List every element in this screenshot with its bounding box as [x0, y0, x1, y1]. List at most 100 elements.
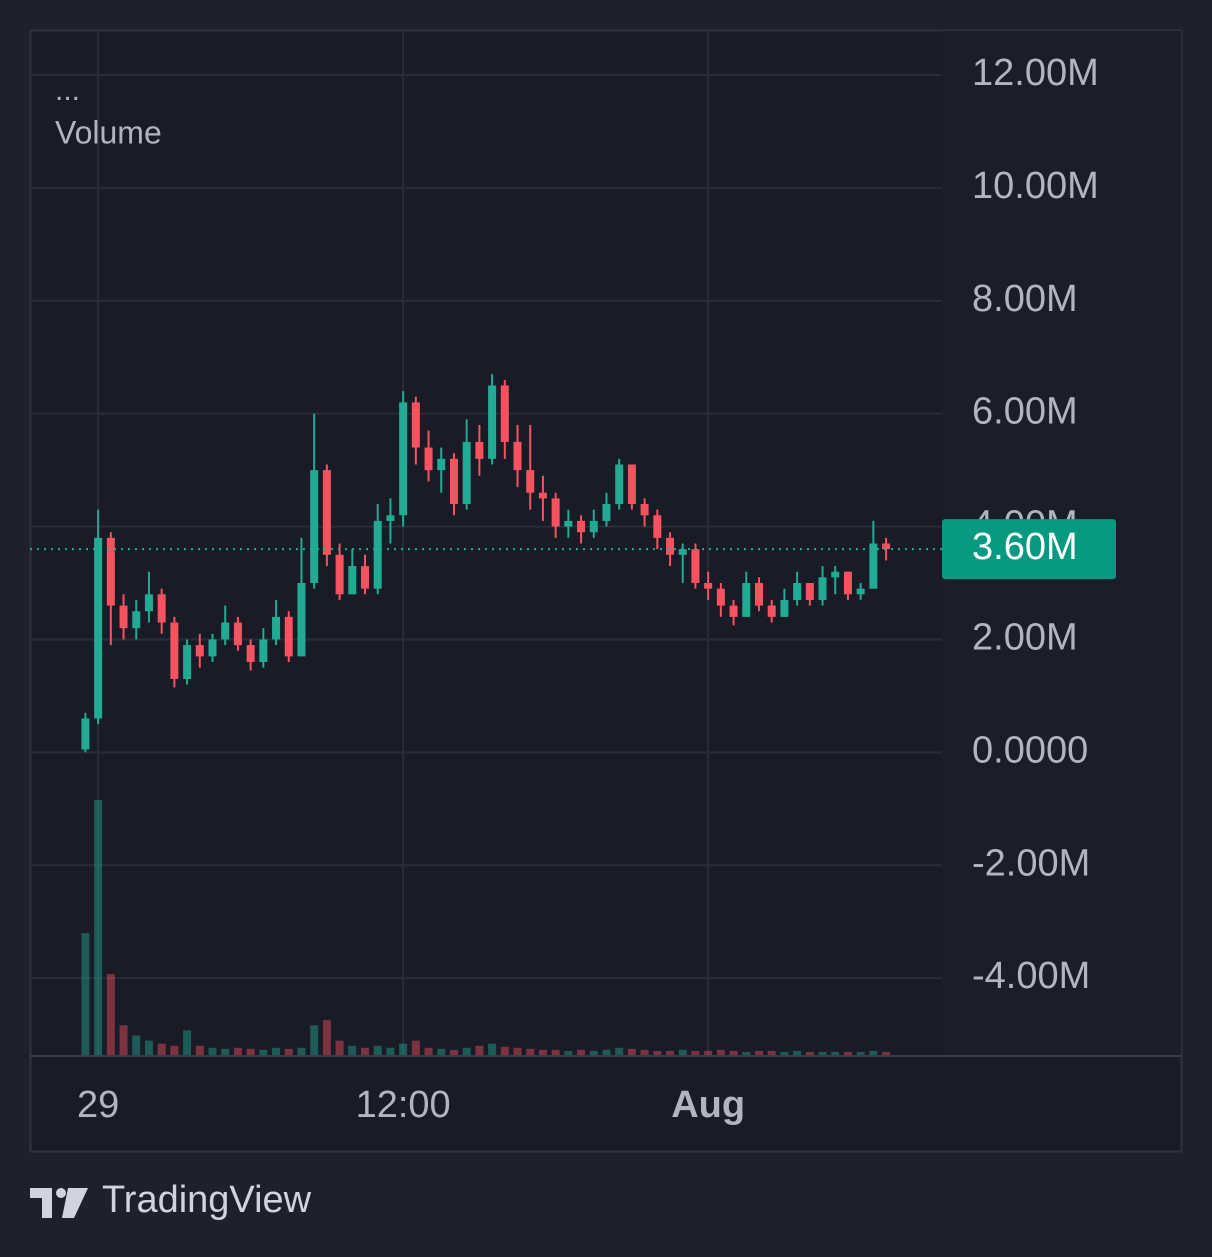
candle-body — [678, 549, 687, 555]
volume-bar — [526, 1048, 535, 1056]
candle-body — [157, 594, 166, 623]
candle-body — [856, 588, 865, 595]
volume-bar — [678, 1049, 687, 1056]
candle-body — [577, 520, 586, 533]
indicator-menu[interactable]: ... — [55, 74, 80, 107]
volume-bar — [348, 1045, 357, 1056]
y-tick-label: 2.00M — [972, 616, 1078, 658]
volume-bar — [805, 1051, 814, 1056]
candle-body — [208, 639, 217, 657]
volume-bar — [767, 1050, 776, 1056]
candle-body — [462, 441, 471, 504]
volume-bar — [81, 933, 90, 1056]
volume-bar — [640, 1049, 649, 1056]
volume-bar — [742, 1051, 751, 1056]
volume-bar — [856, 1051, 865, 1056]
candle-body — [869, 543, 878, 589]
candle-body — [640, 503, 649, 516]
candle-body — [106, 537, 115, 606]
candle-body — [81, 718, 90, 750]
volume-bar — [869, 1050, 878, 1056]
candle-body — [272, 616, 281, 640]
volume-pane — [81, 800, 891, 1056]
axes: 2912:00Aug-4.00M-2.00M0.00002.00M4.00M6.… — [30, 52, 1116, 1126]
candle-body — [754, 583, 763, 606]
x-tick-label: 12:00 — [356, 1084, 451, 1126]
y-tick-label: -2.00M — [972, 842, 1090, 884]
candle-body — [691, 549, 700, 584]
volume-bar — [615, 1047, 624, 1056]
volume-bar — [704, 1050, 713, 1056]
y-tick-label: 6.00M — [972, 391, 1078, 433]
volume-bar — [106, 974, 115, 1056]
volume-bar — [449, 1049, 458, 1056]
candle-body — [488, 385, 497, 459]
candle-body — [818, 577, 827, 600]
candle-body — [475, 441, 484, 459]
volume-bar — [195, 1045, 204, 1056]
candle-body — [310, 470, 319, 584]
y-tick-label: 10.00M — [972, 165, 1099, 207]
candle-body — [805, 583, 814, 600]
candle-body — [94, 537, 103, 719]
volume-bar — [221, 1048, 230, 1056]
volume-bar — [843, 1051, 852, 1056]
volume-bar — [691, 1050, 700, 1056]
candle-body — [335, 554, 344, 595]
candle-body — [602, 503, 611, 521]
volume-bar — [729, 1050, 738, 1056]
candle-body — [411, 402, 420, 448]
volume-bar — [475, 1045, 484, 1056]
volume-bar — [208, 1047, 217, 1056]
y-tick-label: 12.00M — [972, 52, 1099, 94]
volume-bar — [564, 1050, 573, 1056]
volume-bar — [780, 1051, 789, 1056]
candle-body — [233, 622, 242, 646]
volume-bar — [831, 1051, 840, 1056]
candle-body — [221, 622, 230, 640]
candle-body — [449, 458, 458, 504]
volume-bar — [284, 1048, 293, 1056]
volume-bar — [297, 1047, 306, 1056]
grid — [30, 31, 942, 1056]
candle-body — [615, 464, 624, 504]
candle-body — [348, 566, 357, 595]
volume-bar — [144, 1040, 153, 1056]
volume-bar — [119, 1025, 128, 1056]
candle-body — [513, 441, 522, 471]
volume-bar — [94, 800, 103, 1056]
volume-bar — [716, 1049, 725, 1056]
volume-bar — [170, 1045, 179, 1056]
volume-bar — [653, 1050, 662, 1056]
volume-bar — [793, 1050, 802, 1056]
candle-body — [526, 470, 535, 493]
candle-body — [259, 639, 268, 663]
volume-bar — [627, 1048, 636, 1056]
volume-bar — [373, 1045, 382, 1056]
candle-body — [284, 616, 293, 657]
x-tick-label: Aug — [671, 1084, 745, 1126]
brand-name: TradingView — [102, 1179, 312, 1221]
brand-logo — [30, 1188, 88, 1218]
volume-bar — [577, 1049, 586, 1056]
candle-body — [704, 583, 713, 589]
candle-body — [551, 498, 560, 527]
volume-bar — [335, 1040, 344, 1056]
candle-body — [589, 520, 598, 533]
candle-body — [742, 583, 751, 617]
candle-body — [716, 588, 725, 606]
candle-body — [386, 515, 395, 521]
volume-bar — [272, 1047, 281, 1056]
volume-bar — [399, 1043, 408, 1056]
candle-body — [399, 402, 408, 516]
candle-body — [119, 605, 128, 629]
candle-body — [627, 464, 636, 504]
volume-bar — [666, 1050, 675, 1056]
candle-body — [361, 566, 370, 589]
indicator-label: Volume — [55, 114, 162, 150]
candle-body — [170, 622, 179, 679]
volume-bar — [462, 1047, 471, 1056]
volume-bar — [424, 1047, 433, 1056]
candle-body — [538, 492, 547, 499]
